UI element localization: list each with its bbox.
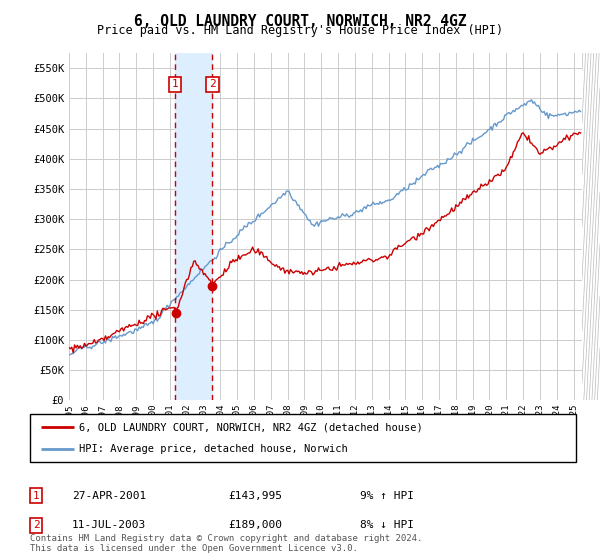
Text: 1: 1	[172, 80, 179, 90]
Text: 6, OLD LAUNDRY COURT, NORWICH, NR2 4GZ: 6, OLD LAUNDRY COURT, NORWICH, NR2 4GZ	[134, 14, 466, 29]
Text: 8% ↓ HPI: 8% ↓ HPI	[360, 520, 414, 530]
Text: Price paid vs. HM Land Registry's House Price Index (HPI): Price paid vs. HM Land Registry's House …	[97, 24, 503, 37]
Text: 27-APR-2001: 27-APR-2001	[72, 491, 146, 501]
Text: 2: 2	[209, 80, 216, 90]
Text: £189,000: £189,000	[228, 520, 282, 530]
Text: HPI: Average price, detached house, Norwich: HPI: Average price, detached house, Norw…	[79, 444, 348, 454]
Text: 1: 1	[32, 491, 40, 501]
Text: 2: 2	[32, 520, 40, 530]
Bar	[175, 53, 212, 400]
Text: 6, OLD LAUNDRY COURT, NORWICH, NR2 4GZ (detached house): 6, OLD LAUNDRY COURT, NORWICH, NR2 4GZ (…	[79, 422, 423, 432]
Text: £143,995: £143,995	[228, 491, 282, 501]
Text: 9% ↑ HPI: 9% ↑ HPI	[360, 491, 414, 501]
Text: Contains HM Land Registry data © Crown copyright and database right 2024.
This d: Contains HM Land Registry data © Crown c…	[30, 534, 422, 553]
Text: 11-JUL-2003: 11-JUL-2003	[72, 520, 146, 530]
